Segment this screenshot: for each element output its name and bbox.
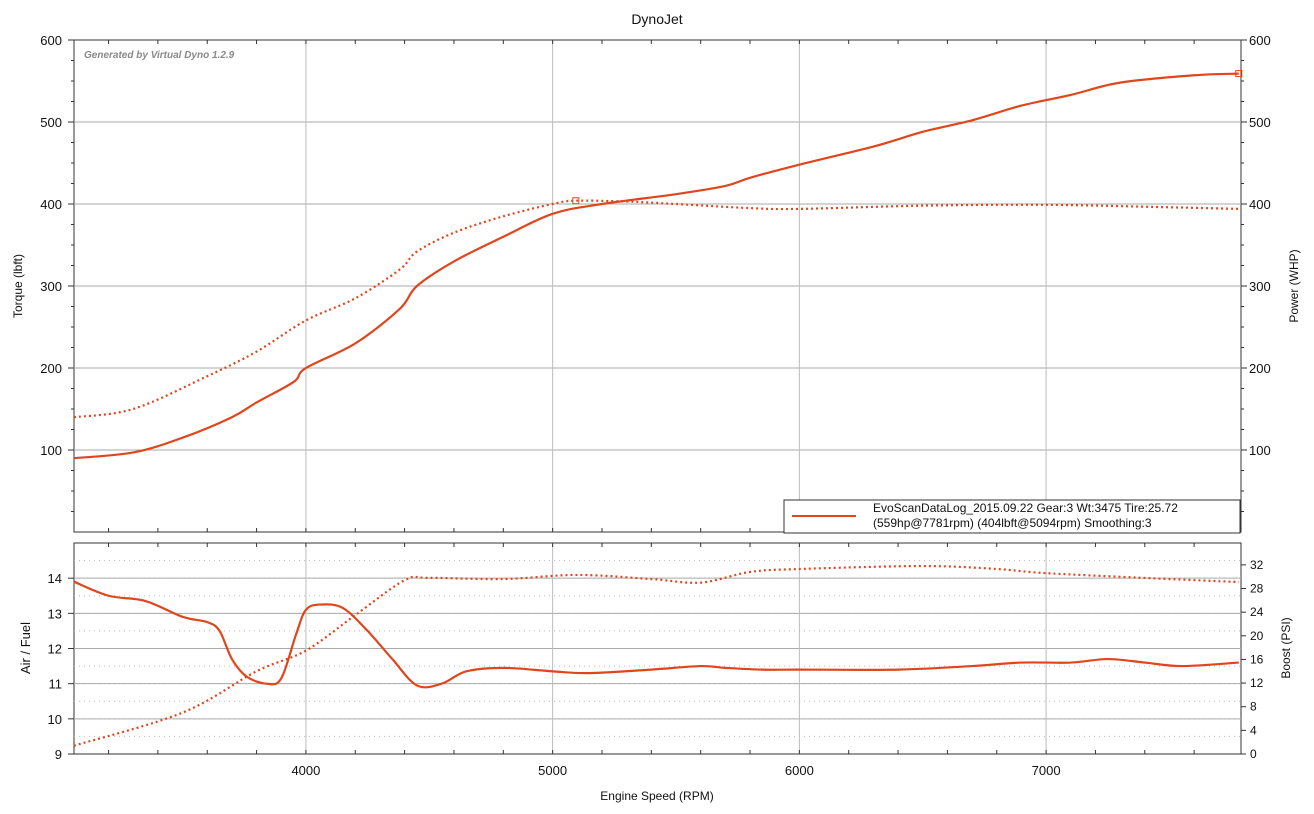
power-axis-label: Power (WHP) (1287, 249, 1301, 322)
y2-tick-label: 28 (1250, 582, 1264, 596)
legend-line-2: (559hp@7781rpm) (404lbft@5094rpm) Smooth… (873, 516, 1152, 530)
y2-tick-label: 500 (1249, 115, 1271, 130)
y-tick-label: 600 (40, 33, 62, 48)
watermark: Generated by Virtual Dyno 1.2.9 (84, 50, 235, 61)
y-tick-label: 10 (48, 712, 62, 727)
y2-tick-label: 0 (1250, 747, 1257, 761)
series-line-power-whp- (73, 72, 1239, 460)
y2-tick-label: 400 (1249, 197, 1271, 212)
y-tick-label: 300 (40, 279, 62, 294)
series-line-air-fuel (73, 580, 1239, 689)
chart-title: DynoJet (631, 11, 682, 27)
afr-axis-label: Air / Fuel (18, 622, 33, 674)
y2-tick-label: 16 (1250, 652, 1264, 666)
y2-tick-label: 100 (1249, 443, 1271, 458)
x-tick-label: 6000 (785, 763, 814, 778)
y-tick-label: 100 (40, 443, 62, 458)
y2-tick-label: 12 (1250, 676, 1264, 690)
peak-marker (1235, 70, 1243, 78)
y-tick-label: 500 (40, 115, 62, 130)
y-tick-label: 12 (48, 642, 62, 657)
x-tick-label: 7000 (1032, 763, 1061, 778)
y-tick-label: 400 (40, 197, 62, 212)
legend-box (783, 499, 1241, 534)
legend: EvoScanDataLog_2015.09.22 Gear:3 Wt:3475… (783, 499, 1241, 534)
y2-tick-label: 32 (1250, 558, 1264, 572)
y2-tick-label: 300 (1249, 279, 1271, 294)
y2-tick-label: 600 (1249, 33, 1271, 48)
x-tick-label: 4000 (291, 763, 320, 778)
x-axis-label: Engine Speed (RPM) (600, 789, 713, 803)
y-tick-label: 9 (55, 747, 62, 762)
torque-axis-label: Torque (lbft) (11, 254, 25, 318)
y-tick-label: 200 (40, 361, 62, 376)
peak-marker (572, 197, 580, 205)
y2-tick-label: 4 (1250, 723, 1257, 737)
boost-axis-label: Boost (PSI) (1279, 617, 1293, 678)
y-tick-label: 11 (49, 677, 63, 692)
y2-tick-label: 20 (1250, 629, 1264, 643)
y2-tick-label: 200 (1249, 361, 1271, 376)
legend-line-1: EvoScanDataLog_2015.09.22 Gear:3 Wt:3475… (873, 501, 1178, 515)
y2-tick-label: 24 (1250, 605, 1264, 619)
y-tick-label: 13 (48, 606, 62, 621)
y-tick-label: 14 (48, 571, 62, 586)
series-line-torque-lbft- (73, 199, 1239, 419)
x-tick-label: 5000 (538, 763, 567, 778)
y2-tick-label: 8 (1250, 700, 1257, 714)
